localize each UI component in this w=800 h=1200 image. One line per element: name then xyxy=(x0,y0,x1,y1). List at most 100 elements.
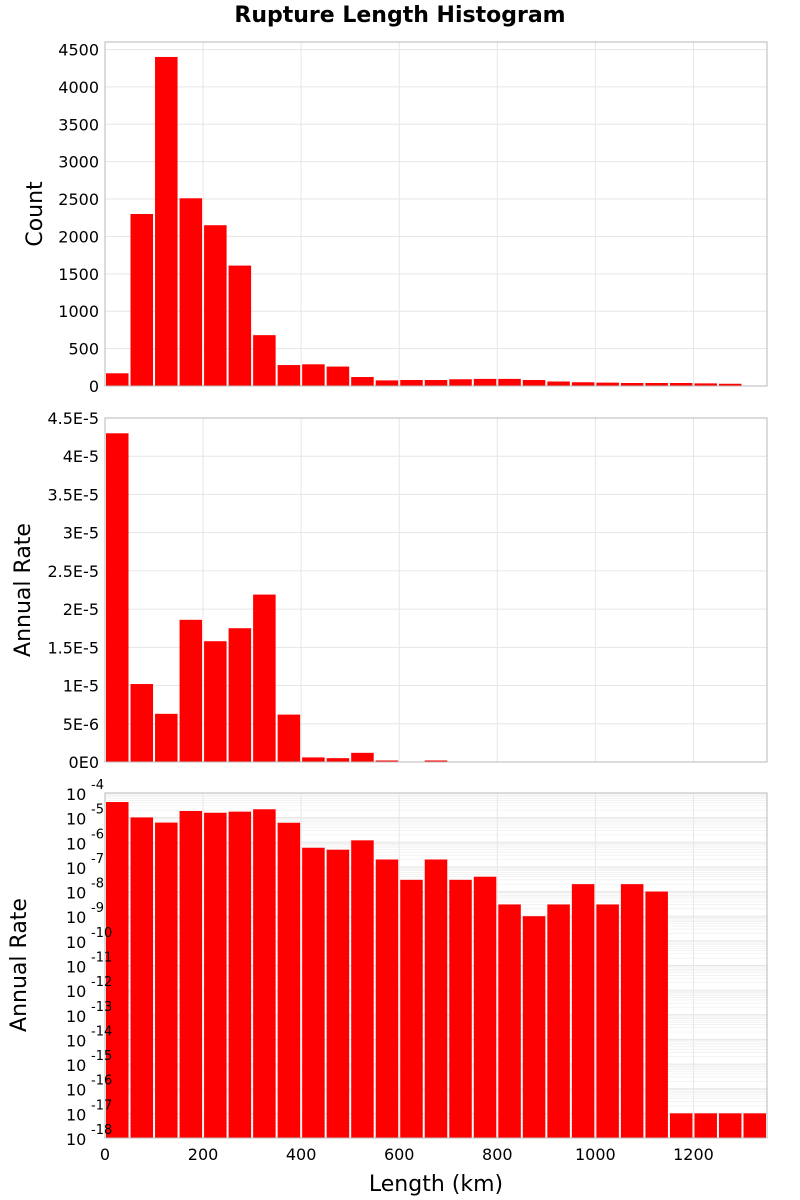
y-tick-label: 1500 xyxy=(58,265,99,284)
histogram-bar xyxy=(106,433,129,762)
y-tick-label: 0E0 xyxy=(69,753,99,772)
y-tick-base: 10 xyxy=(66,982,86,1001)
y-tick-exponent: -5 xyxy=(91,803,104,818)
histogram-bar xyxy=(473,876,497,1138)
y-tick-exponent: -4 xyxy=(91,778,104,793)
y-tick-base: 10 xyxy=(66,1081,86,1100)
histogram-bar xyxy=(302,364,325,386)
y-axis-label-1: Annual Rate xyxy=(11,523,36,657)
y-tick-base: 10 xyxy=(66,1056,86,1075)
histogram-bar xyxy=(449,879,472,1138)
histogram-bar xyxy=(620,383,644,386)
histogram-bar xyxy=(424,760,448,762)
x-tick-label: 800 xyxy=(482,1145,513,1164)
histogram-bar xyxy=(694,1113,717,1138)
y-tick-exponent: -10 xyxy=(91,926,112,941)
y-tick-base: 10 xyxy=(66,884,86,903)
y-tick-base: 10 xyxy=(66,1105,86,1124)
histogram-bar xyxy=(228,628,252,762)
y-tick-label: 5E-6 xyxy=(63,715,99,734)
y-tick-exponent: -14 xyxy=(91,1024,112,1039)
histogram-bar xyxy=(449,379,472,386)
histogram-bar xyxy=(326,849,350,1138)
y-tick-exponent: -11 xyxy=(91,951,112,966)
histogram-bar xyxy=(326,758,350,762)
plot-frame-0 xyxy=(104,41,768,387)
y-tick-exponent: -16 xyxy=(91,1074,112,1089)
histogram-bar xyxy=(106,373,129,386)
y-tick-exponent: -12 xyxy=(91,975,112,990)
histogram-bar xyxy=(277,714,301,762)
plot-frame-2 xyxy=(104,792,768,1139)
x-axis-label: Length (km) xyxy=(369,1172,503,1197)
histogram-bar xyxy=(155,822,178,1138)
count-panel: 0 500 1000 1500 2000 2500 3000 3500 4000 4500 Coun… xyxy=(23,40,768,396)
y-tick-labels-2: 10 -18 10 -17 10 -16 10 -15 10 -14 10 -13 10 -12 10 -11… xyxy=(66,778,112,1149)
y-tick-exponent: -13 xyxy=(91,1000,112,1015)
histogram-bar xyxy=(228,811,252,1138)
y-tick-base: 10 xyxy=(66,1007,86,1026)
plot-frame-1 xyxy=(104,417,768,763)
histogram-bar xyxy=(155,56,178,387)
y-tick-label: 4000 xyxy=(58,78,99,97)
histogram-bar xyxy=(498,378,521,386)
y-tick-label: 4.5E-5 xyxy=(47,409,99,428)
x-tick-label: 600 xyxy=(384,1145,415,1164)
histogram-bar xyxy=(375,380,399,386)
y-tick-exponent: -8 xyxy=(91,877,104,892)
y-tick-label: 4500 xyxy=(58,40,99,59)
histogram-bar xyxy=(547,381,570,386)
histogram-bar xyxy=(694,383,717,386)
annual-rate-log-panel: 10 -18 10 -17 10 -16 10 -15 10 -14 10 -13 10 -12 10 -11… xyxy=(7,778,768,1149)
histogram-bar xyxy=(130,684,154,762)
y-tick-label: 3E-5 xyxy=(63,524,99,543)
histogram-bar xyxy=(179,811,203,1138)
y-tick-label: 2E-5 xyxy=(63,600,99,619)
y-tick-base: 10 xyxy=(66,908,86,927)
y-tick-exponent: -15 xyxy=(91,1049,112,1064)
y-tick-base: 10 xyxy=(66,933,86,952)
histogram-bar xyxy=(179,198,203,386)
y-tick-label: 1000 xyxy=(58,302,99,321)
histogram-bar xyxy=(326,366,350,386)
histogram-bar xyxy=(571,382,595,386)
bars-1 xyxy=(106,433,668,762)
y-axis-label-0: Count xyxy=(23,181,48,247)
y-tick-label: 500 xyxy=(68,340,99,359)
histogram-bar xyxy=(302,847,325,1138)
histogram-bar xyxy=(179,619,203,762)
x-tick-label: 1200 xyxy=(673,1145,714,1164)
y-tick-label: 1.5E-5 xyxy=(47,638,99,657)
histogram-bar xyxy=(351,752,374,762)
y-tick-label: 0 xyxy=(89,377,99,396)
histogram-bar xyxy=(424,859,448,1138)
histogram-bar xyxy=(596,904,619,1138)
y-tick-label: 3.5E-5 xyxy=(47,485,99,504)
chart-title: Rupture Length Histogram xyxy=(234,3,565,28)
histogram-bar xyxy=(204,812,227,1138)
annual-rate-linear-panel: 0E0 5E-6 1E-5 1.5E-5 2E-5 2.5E-5 3E-5 3.5E-5 4E-… xyxy=(11,409,768,772)
x-tick-label: 200 xyxy=(188,1145,219,1164)
histogram-bar xyxy=(130,817,154,1138)
histogram-bar xyxy=(620,884,644,1138)
y-tick-base: 10 xyxy=(66,859,86,878)
histogram-bar xyxy=(253,809,276,1138)
histogram-bar xyxy=(571,884,595,1138)
y-tick-exponent: -17 xyxy=(91,1098,112,1113)
histogram-bar xyxy=(522,916,546,1138)
y-tick-base: 10 xyxy=(66,1031,86,1050)
y-tick-label: 3000 xyxy=(58,153,99,172)
x-tick-label: 0 xyxy=(100,1145,110,1164)
histogram-bar xyxy=(351,840,374,1138)
histogram-bar xyxy=(718,383,742,386)
histogram-bar xyxy=(743,1113,766,1138)
histogram-bar xyxy=(547,904,570,1138)
histogram-bar xyxy=(498,904,521,1138)
y-tick-base: 10 xyxy=(66,834,86,853)
histogram-bar xyxy=(375,760,399,762)
y-tick-label: 2.5E-5 xyxy=(47,562,99,581)
y-tick-label: 1E-5 xyxy=(63,677,99,696)
y-tick-base: 10 xyxy=(66,810,86,829)
histogram-bar xyxy=(253,594,276,762)
